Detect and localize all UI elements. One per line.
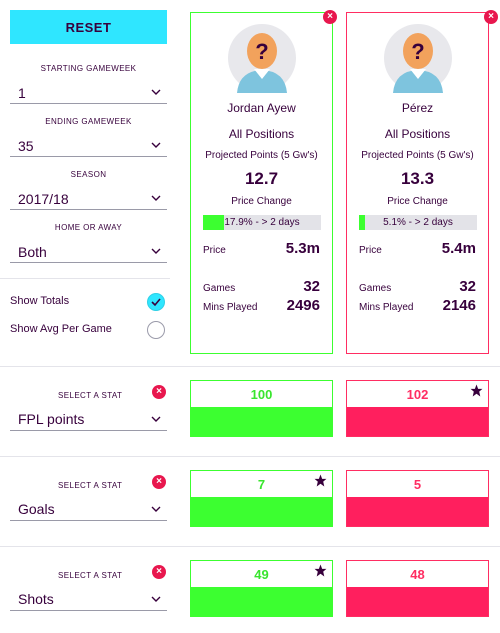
divider (0, 366, 500, 367)
chevron-down-icon (151, 142, 161, 148)
player-name: Pérez (401, 101, 434, 115)
price-change-label: Price Change (231, 196, 292, 207)
mins-label: Mins Played (203, 302, 258, 313)
show-avg-label: Show Avg Per Game (10, 323, 112, 335)
select-stat-label: SELECT A STAT (58, 391, 123, 400)
season-value: 2017/18 (18, 191, 69, 207)
svg-text:?: ? (411, 39, 424, 64)
check-icon (151, 298, 161, 307)
remove-stat-button[interactable]: × (152, 385, 166, 399)
price-value: 5.4m (441, 240, 476, 257)
stat-select-value: Goals (18, 501, 55, 517)
player-name: Jordan Ayew (227, 101, 296, 115)
stat-value: 5 (413, 477, 422, 492)
chevron-down-icon (151, 89, 161, 95)
mins-value: 2496 (286, 297, 320, 314)
ending-gameweek-value: 35 (18, 138, 34, 154)
star-icon (314, 564, 327, 577)
show-totals-label: Show Totals (10, 295, 70, 307)
star-icon (314, 474, 327, 487)
price-change-label: Price Change (387, 196, 448, 207)
show-totals-radio[interactable] (147, 293, 165, 311)
projected-points-value: 13.3 (400, 169, 435, 188)
stat-select[interactable]: Goals (10, 499, 167, 521)
remove-player-1-button[interactable]: × (323, 10, 337, 24)
games-value: 32 (303, 278, 320, 295)
stat-value: 48 (410, 567, 425, 582)
price-change-fill (203, 215, 225, 230)
stat-value: 7 (257, 477, 266, 492)
stat-box-player-2: 102 (346, 380, 489, 437)
price-change-bar: 17.9% - > 2 days (203, 215, 321, 230)
select-stat-label: SELECT A STAT (58, 571, 123, 580)
select-stat-label: SELECT A STAT (58, 481, 123, 490)
projected-points-label: Projected Points (5 Gw's) (361, 150, 474, 161)
starting-gameweek-label: STARTING GAMEWEEK (40, 64, 137, 73)
divider (0, 278, 170, 279)
games-label: Games (359, 283, 392, 294)
price-change-text: 17.9% - > 2 days (224, 217, 300, 228)
stat-value: 100 (250, 387, 273, 402)
player-card-1: ? Jordan Ayew All Positions Projected Po… (190, 12, 333, 354)
home-away-value: Both (18, 244, 47, 260)
season-label: SEASON (70, 170, 107, 179)
stat-value: 102 (406, 387, 429, 402)
remove-stat-button[interactable]: × (152, 475, 166, 489)
stat-box-player-2: 5 (346, 470, 489, 527)
stat-select[interactable]: Shots (10, 589, 167, 611)
divider (0, 546, 500, 547)
stat-value: 49 (254, 567, 269, 582)
price-label: Price (359, 245, 382, 256)
ending-gameweek-label: ENDING GAMEWEEK (45, 117, 132, 126)
reset-button[interactable]: RESET (10, 10, 167, 44)
games-label: Games (203, 283, 236, 294)
svg-text:?: ? (255, 39, 268, 64)
stat-select-value: FPL points (18, 411, 85, 427)
price-change-text: 5.1% - > 2 days (383, 217, 453, 228)
home-away-select[interactable]: Both (10, 241, 167, 263)
star-icon (470, 384, 483, 397)
player-position: All Positions (228, 127, 295, 141)
player-card-2: ? Pérez All Positions Projected Points (… (346, 12, 489, 354)
stat-box-player-1: 7 (190, 470, 333, 527)
stat-box-player-1: 49 (190, 560, 333, 617)
chevron-down-icon (151, 416, 161, 422)
mins-label: Mins Played (359, 302, 414, 313)
starting-gameweek-value: 1 (18, 85, 26, 101)
stat-select[interactable]: FPL points (10, 409, 167, 431)
stat-select-value: Shots (18, 591, 54, 607)
unknown-player-avatar: ? (228, 24, 296, 93)
price-label: Price (203, 245, 226, 256)
price-change-bar: 5.1% - > 2 days (359, 215, 477, 230)
chevron-down-icon (151, 195, 161, 201)
player-position: All Positions (384, 127, 451, 141)
ending-gameweek-select[interactable]: 35 (10, 135, 167, 157)
show-avg-radio[interactable] (147, 321, 165, 339)
starting-gameweek-select[interactable]: 1 (10, 82, 167, 104)
chevron-down-icon (151, 248, 161, 254)
games-value: 32 (459, 278, 476, 295)
remove-stat-button[interactable]: × (152, 565, 166, 579)
chevron-down-icon (151, 596, 161, 602)
home-away-label: HOME OR AWAY (54, 223, 123, 232)
stat-box-player-1: 100 (190, 380, 333, 437)
season-select[interactable]: 2017/18 (10, 188, 167, 210)
unknown-player-avatar: ? (384, 24, 452, 93)
divider (0, 456, 500, 457)
stat-box-player-2: 48 (346, 560, 489, 617)
projected-points-value: 12.7 (244, 169, 279, 188)
price-value: 5.3m (285, 240, 320, 257)
remove-player-2-button[interactable]: × (484, 10, 498, 24)
chevron-down-icon (151, 506, 161, 512)
mins-value: 2146 (442, 297, 476, 314)
projected-points-label: Projected Points (5 Gw's) (205, 150, 318, 161)
price-change-fill (359, 215, 366, 230)
